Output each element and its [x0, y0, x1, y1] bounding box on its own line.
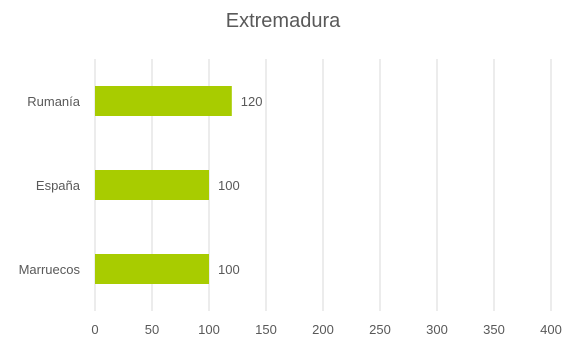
data-label: 120 [241, 94, 263, 109]
data-label: 100 [218, 262, 240, 277]
x-axis-ticks: 0 50 100 150 200 250 300 350 400 [91, 322, 561, 337]
x-tick-label: 400 [540, 322, 562, 337]
x-tick-label: 300 [426, 322, 448, 337]
bars [95, 86, 232, 284]
chart-title: Extremadura [225, 10, 341, 32]
data-label: 100 [218, 178, 240, 193]
x-tick-label: 50 [145, 322, 159, 337]
x-tick-label: 250 [369, 322, 391, 337]
x-tick-label: 200 [312, 322, 334, 337]
bar [95, 86, 232, 116]
x-tick-label: 0 [91, 322, 98, 337]
x-tick-label: 350 [483, 322, 505, 337]
category-label: Rumanía [27, 94, 81, 109]
y-axis-categories: Rumanía España Marruecos [19, 94, 81, 277]
bar [95, 254, 209, 284]
category-label: Marruecos [19, 262, 81, 277]
bar [95, 170, 209, 200]
x-tick-label: 100 [198, 322, 220, 337]
category-label: España [36, 178, 81, 193]
data-labels: 120 100 100 [218, 94, 263, 277]
x-tick-label: 150 [255, 322, 277, 337]
